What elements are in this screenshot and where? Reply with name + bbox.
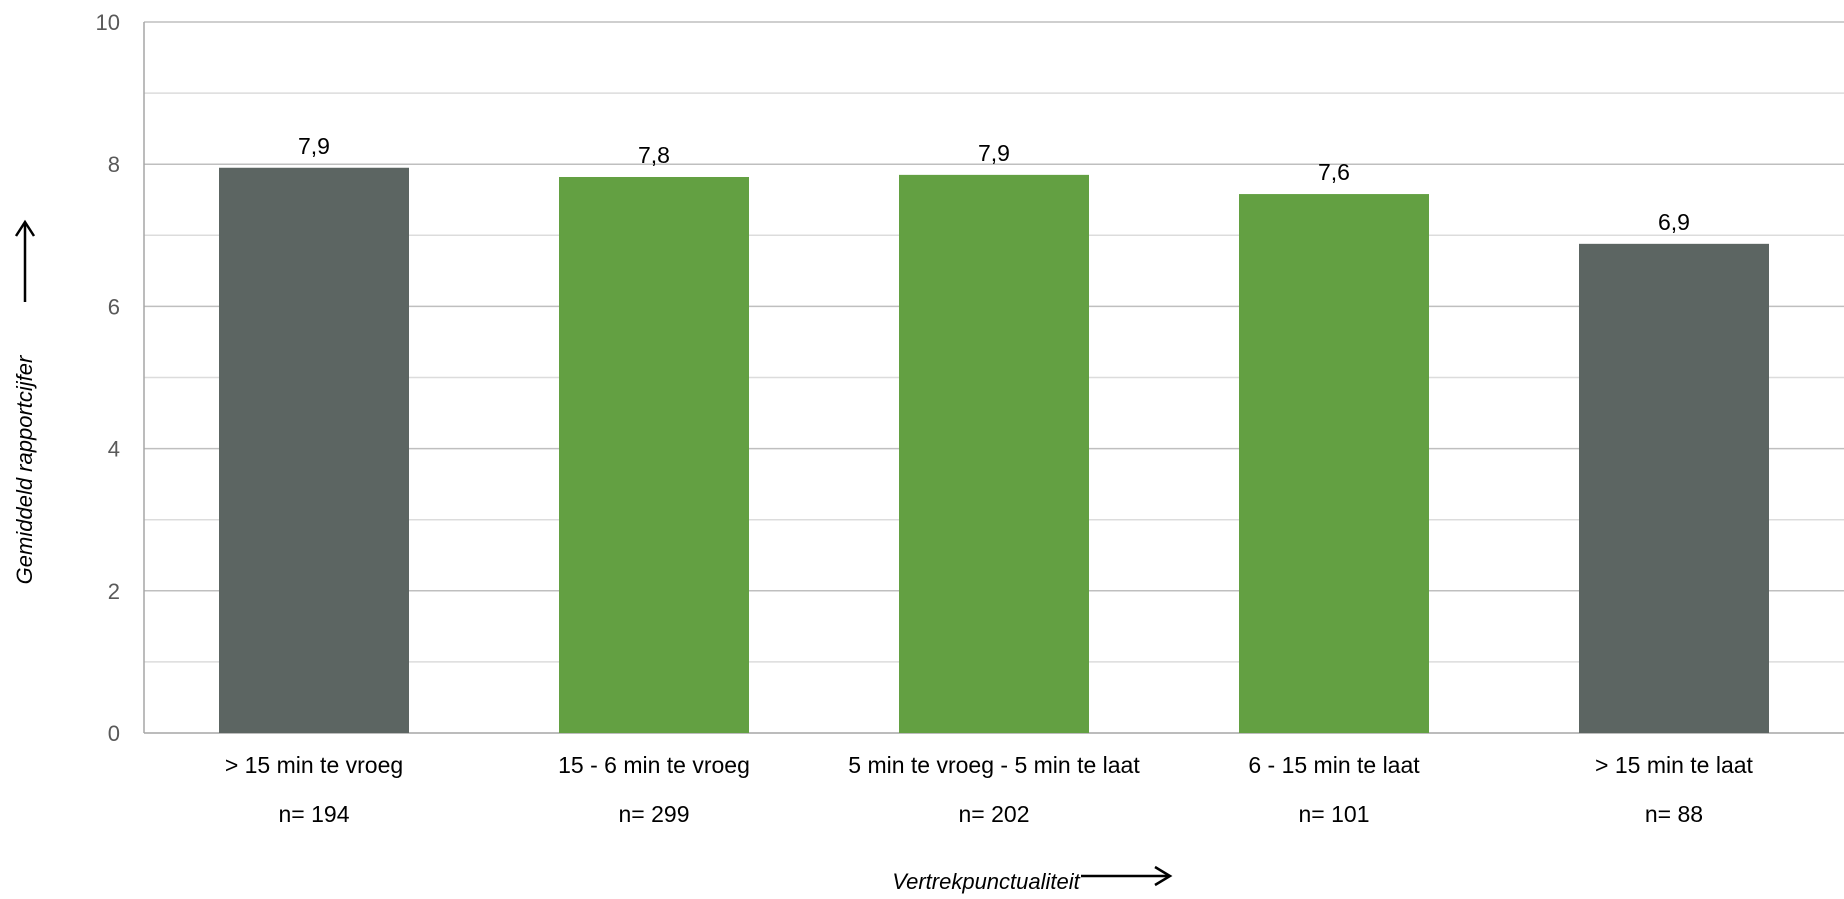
bar (1239, 194, 1429, 733)
sample-size-label: n= 88 (1645, 801, 1703, 827)
y-tick-label: 2 (108, 579, 120, 604)
y-tick-label: 4 (108, 437, 120, 462)
y-tick-label: 8 (108, 152, 120, 177)
bar (899, 174, 1089, 734)
data-label: 7,9 (978, 140, 1010, 166)
x-tick-label: > 15 min te vroeg (225, 752, 403, 778)
x-axis-title: Vertrekpunctualiteit (892, 869, 1080, 894)
y-axis-arrow-icon (14, 219, 36, 302)
sample-size-label: n= 202 (959, 801, 1030, 827)
y-axis-title-group: Gemiddeld rapportcijfer (12, 219, 37, 584)
sample-size-label: n= 299 (619, 801, 690, 827)
data-label: 6,9 (1658, 209, 1690, 235)
data-label: 7,9 (298, 133, 330, 159)
bars (219, 167, 1769, 734)
data-label: 7,8 (638, 142, 670, 168)
sample-size-label: n= 101 (1299, 801, 1370, 827)
data-label: 7,6 (1318, 159, 1350, 185)
y-axis-title: Gemiddeld rapportcijfer (12, 354, 37, 584)
x-tick-label: 15 - 6 min te vroeg (558, 752, 750, 778)
bar (219, 167, 409, 733)
y-tick-label: 0 (108, 721, 120, 746)
bar (559, 176, 749, 734)
x-tick-label: > 15 min te laat (1595, 752, 1754, 778)
y-tick-label: 6 (108, 294, 120, 319)
sample-size-label: n= 194 (279, 801, 350, 827)
x-tick-label: 5 min te vroeg - 5 min te laat (848, 752, 1140, 778)
labels: 0 2 4 6 8 10 7,9 > 15 min te vroeg n= 194 7,8 15 -… (96, 10, 1754, 827)
x-tick-label: 6 - 15 min te laat (1248, 752, 1420, 778)
x-axis-title-group: Vertrekpunctualiteit (892, 865, 1173, 894)
y-tick-label: 10 (96, 10, 120, 35)
x-axis-arrow-icon (1081, 865, 1173, 887)
bar (1579, 243, 1769, 733)
